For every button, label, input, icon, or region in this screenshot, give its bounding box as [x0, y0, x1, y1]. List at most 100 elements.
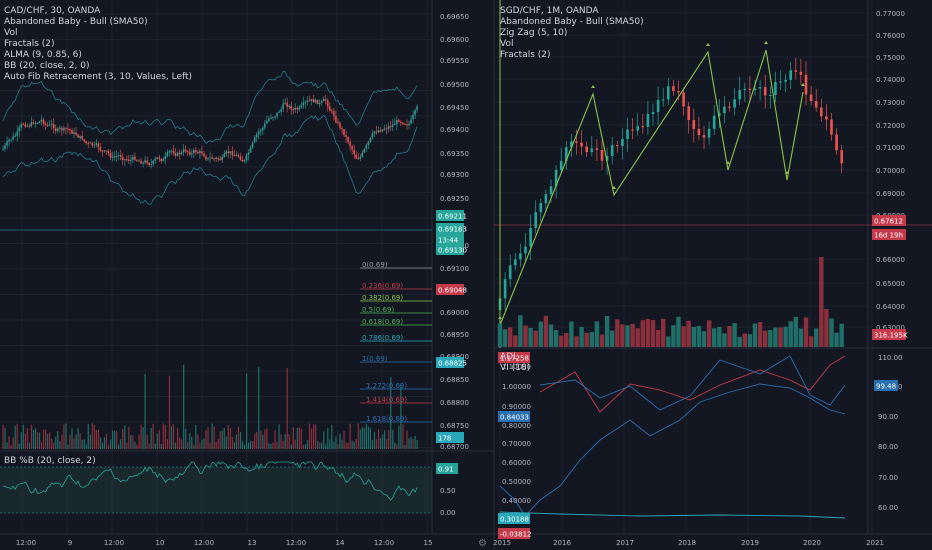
candle-body: [235, 155, 238, 156]
volume-bar: [312, 424, 315, 449]
adl-tag-text: 1.17258: [500, 355, 529, 363]
candle-body: [6, 141, 8, 146]
fib-level-label: 1.272(0.69): [366, 382, 407, 390]
right-candle-body: [575, 141, 578, 143]
bb-upper: [2, 70, 418, 144]
candle-body: [406, 124, 408, 126]
right-candle-body: [758, 87, 762, 89]
candle-body: [312, 98, 315, 103]
left-price-tag-bg: [436, 210, 464, 221]
right-volume-bar: [625, 325, 630, 347]
volume-bar: [95, 430, 97, 449]
candle-body: [154, 158, 156, 161]
volume-bar: [30, 424, 33, 449]
volume-bar: [10, 444, 12, 449]
right-sub-legend: ADL VI (18): [500, 352, 530, 374]
candle-body: [158, 157, 161, 159]
bbpb-tag-bg: [436, 463, 458, 474]
volume-bar: [262, 434, 264, 449]
candle-body: [402, 122, 404, 124]
axis-labels: 0.69650 0.69600 0.69550 0.69500 0.69450 0.694…: [16, 10, 908, 547]
right-symbol-title[interactable]: SGD/CHF, 1M, OANDA: [500, 6, 599, 16]
fractal-up-marker: [785, 171, 789, 174]
left-price-tag-text: 178: [438, 435, 451, 443]
candle-body: [180, 152, 183, 155]
candle-body: [345, 135, 347, 137]
indicator-vol[interactable]: Vol: [4, 28, 18, 38]
candle-body: [325, 99, 327, 101]
right-volume-bar: [548, 324, 554, 347]
left-price-tag: 0.69183: [436, 223, 467, 234]
volume-bar: [335, 436, 337, 449]
volume-bar: [379, 438, 382, 449]
right-time-tick: 2019: [741, 539, 759, 547]
indicator-vi[interactable]: VI (18): [500, 363, 531, 373]
gear-icon[interactable]: ⚙: [478, 538, 487, 549]
adl-tag-text: -0.03812: [500, 531, 531, 539]
adl-tag: -0.03812: [498, 528, 531, 539]
adl-tick: 0.50000: [502, 478, 531, 486]
right-volume-bar: [768, 329, 773, 347]
volume-bar: [386, 439, 388, 449]
indicator-fractals[interactable]: Fractals (2): [4, 39, 55, 49]
indicator-adl[interactable]: ADL: [500, 352, 519, 362]
volume-bar: [140, 424, 142, 449]
candle-body: [290, 105, 292, 110]
volume-bar: [40, 441, 43, 449]
right-volume-bar: [803, 317, 809, 347]
volume-bar: [377, 429, 380, 449]
indicator-auto-fib[interactable]: Auto Fib Retracement (3, 10, Values, Lef…: [4, 72, 193, 82]
candle-body: [22, 124, 24, 126]
volume-bar: [266, 428, 268, 449]
volume-bar: [122, 428, 124, 449]
candle-body: [349, 141, 351, 147]
volume-bar: [71, 428, 73, 449]
indicator-alma[interactable]: ALMA (9, 0.85, 6): [4, 50, 82, 60]
right-time-tick: 2020: [803, 539, 821, 547]
right-price-tick: 0.69000: [876, 190, 905, 198]
indicator-fractals-right[interactable]: Fractals (2): [500, 50, 551, 60]
volume-bar: [174, 442, 177, 449]
candle-body: [126, 159, 128, 161]
candle-body: [227, 151, 230, 154]
volume-bar: [221, 430, 223, 449]
candle-body: [18, 127, 20, 132]
indicator-bb[interactable]: BB (20, close, 2, 0): [4, 61, 90, 71]
candle-body: [323, 99, 325, 102]
indicator-abandoned-baby-right[interactable]: Abandoned Baby - Bull (SMA50): [500, 17, 644, 27]
candle-body: [189, 151, 191, 155]
candle-body: [57, 128, 59, 132]
right-volume-bar: [599, 334, 605, 347]
volume-bar: [300, 428, 303, 449]
indicator-zigzag[interactable]: Zig Zag (5, 10): [500, 28, 568, 38]
right-price-tag-text: 0.67612: [874, 218, 903, 226]
candle-body: [61, 127, 63, 131]
candle-body: [59, 127, 61, 129]
candle-body: [388, 126, 390, 129]
volume-bar: [87, 423, 89, 449]
candle-body: [36, 123, 39, 124]
adl-tag-text: 0.84033: [500, 414, 529, 422]
right-candle-body: [631, 129, 634, 131]
candle-body: [262, 127, 264, 131]
candle-body: [369, 137, 372, 142]
left-price-tag: 0.69048: [436, 284, 467, 295]
candle-body: [329, 106, 331, 111]
bollinger-bands: [0, 70, 432, 231]
volume-bar: [215, 441, 217, 449]
candle-body: [8, 139, 10, 142]
adl-line: [499, 383, 846, 517]
indicator-abandoned-baby[interactable]: Abandoned Baby - Bull (SMA50): [4, 17, 148, 27]
candle-body: [288, 105, 290, 107]
indicator-bb-percent-b[interactable]: BB %B (20, close, 2): [4, 456, 96, 466]
right-volume-bar: [553, 330, 559, 347]
candle-body: [174, 153, 177, 156]
left-symbol-title[interactable]: CAD/CHF, 30, OANDA: [4, 6, 101, 16]
candle-body: [337, 122, 339, 123]
candle-body: [229, 151, 232, 154]
indicator-vol-right[interactable]: Vol: [500, 39, 514, 49]
volume-bar: [296, 427, 298, 449]
left-price-tick: 0.69600: [440, 36, 469, 44]
volume-bar: [65, 423, 67, 449]
